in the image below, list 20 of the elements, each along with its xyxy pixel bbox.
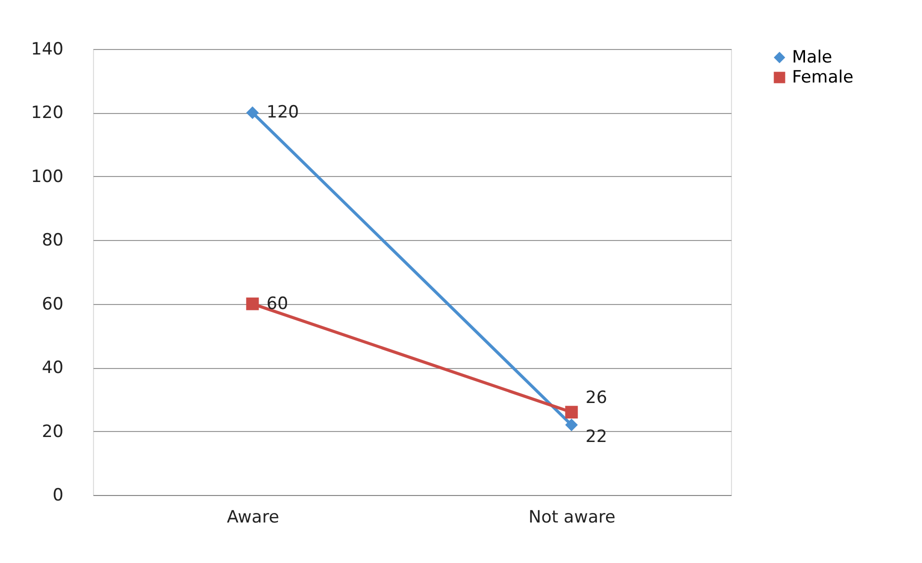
y-tick-label: 120 bbox=[31, 103, 64, 124]
y-tick-label: 40 bbox=[42, 358, 64, 378]
legend-label: Male bbox=[792, 48, 832, 68]
x-tick-label: Aware bbox=[226, 508, 280, 528]
point bbox=[246, 298, 259, 310]
data-label: 60 bbox=[266, 294, 288, 314]
y-tick-label: 140 bbox=[31, 40, 64, 60]
y-tick-label: 0 bbox=[52, 486, 64, 506]
y-tick-label: 20 bbox=[42, 422, 64, 442]
data-label: 120 bbox=[266, 102, 299, 123]
y-tick-label: 80 bbox=[42, 230, 64, 251]
point bbox=[565, 418, 578, 432]
y-tick-label: 60 bbox=[42, 294, 64, 314]
point bbox=[246, 106, 259, 120]
point bbox=[565, 406, 578, 418]
data-label: 26 bbox=[586, 388, 608, 408]
data-label: 22 bbox=[586, 426, 608, 447]
x-tick-label: Not aware bbox=[528, 508, 616, 528]
y-tick-label: 100 bbox=[31, 166, 64, 187]
legend-label: Female bbox=[792, 68, 854, 88]
